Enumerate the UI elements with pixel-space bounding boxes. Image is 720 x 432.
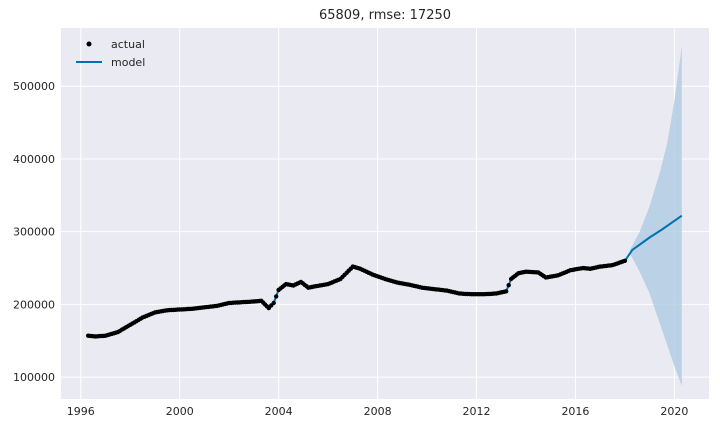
y-tick-label: 400000 bbox=[13, 153, 55, 166]
x-tick-label: 2004 bbox=[265, 405, 293, 418]
legend-model-label: model bbox=[111, 56, 145, 69]
x-tick-label: 2000 bbox=[166, 405, 194, 418]
grid bbox=[61, 28, 709, 399]
y-tick-label: 200000 bbox=[13, 298, 55, 311]
y-tick-label: 300000 bbox=[13, 226, 55, 239]
forecast-uncertainty-band bbox=[629, 46, 682, 386]
actual-point bbox=[622, 258, 628, 263]
actual-point bbox=[506, 283, 511, 288]
y-tick-label: 500000 bbox=[13, 80, 55, 93]
actual-point bbox=[271, 300, 276, 306]
actual-point bbox=[504, 289, 509, 294]
x-tick-label: 2008 bbox=[364, 405, 392, 418]
x-tick-labels: 1996 2000 2004 2008 2012 2016 2020 bbox=[67, 405, 689, 418]
legend: actual model bbox=[76, 38, 145, 69]
x-tick-label: 2012 bbox=[463, 405, 491, 418]
legend-actual-marker bbox=[86, 41, 92, 47]
x-tick-label: 2016 bbox=[561, 405, 589, 418]
y-tick-label: 100000 bbox=[13, 371, 55, 384]
x-tick-label: 1996 bbox=[67, 405, 95, 418]
chart-title: 65809, rmse: 17250 bbox=[319, 8, 451, 23]
legend-actual-label: actual bbox=[111, 38, 145, 51]
forecast-band-layer bbox=[629, 46, 682, 386]
plot-background bbox=[61, 28, 709, 399]
y-tick-labels: 100000 200000 300000 400000 500000 bbox=[13, 80, 55, 384]
actual-layer bbox=[86, 258, 628, 339]
x-tick-label: 2020 bbox=[660, 405, 688, 418]
actual-point bbox=[274, 294, 279, 299]
